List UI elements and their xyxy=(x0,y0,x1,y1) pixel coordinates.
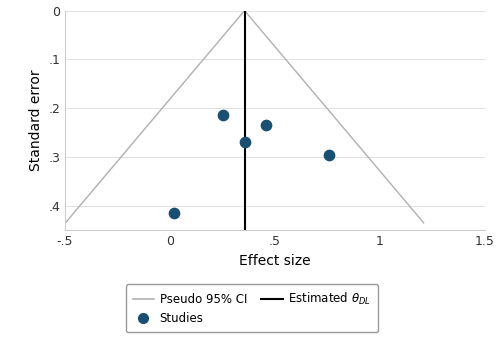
Legend: Pseudo 95% CI, Studies, Estimated $\theta_{DL}$: Pseudo 95% CI, Studies, Estimated $\thet… xyxy=(126,284,378,332)
Y-axis label: Standard error: Standard error xyxy=(28,69,42,171)
Point xyxy=(218,113,226,118)
Point xyxy=(170,210,178,216)
Point xyxy=(262,122,270,128)
Point xyxy=(240,139,248,145)
Point xyxy=(324,152,332,157)
X-axis label: Effect size: Effect size xyxy=(239,253,311,268)
